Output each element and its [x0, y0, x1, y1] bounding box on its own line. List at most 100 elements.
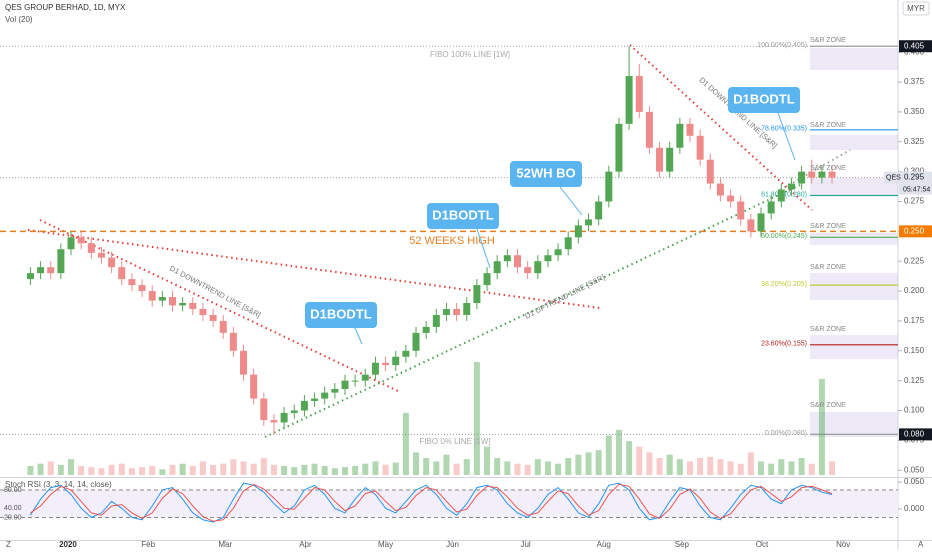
zone-label: S&R ZONE — [810, 223, 846, 230]
candle-body — [564, 237, 572, 250]
zone-label: S&R ZONE — [810, 264, 846, 271]
callout-box — [305, 302, 377, 328]
fib-label: 38.20%(0.205) — [761, 281, 807, 288]
currency-box[interactable] — [902, 1, 930, 16]
candle-body — [737, 201, 745, 220]
volume-bar — [585, 452, 592, 475]
callout-text: 52WH BO — [516, 165, 575, 180]
candle-body — [706, 159, 714, 184]
candle-body — [199, 308, 207, 315]
volume-bar — [798, 458, 805, 475]
candle-body — [696, 135, 704, 160]
volume-bar — [47, 461, 54, 475]
y-tick-label: 0.275 — [904, 197, 925, 206]
y-tick-label: 0.325 — [904, 137, 925, 146]
volume-bar — [575, 454, 582, 475]
volume-bar — [68, 459, 75, 475]
candle-body — [656, 147, 664, 172]
candle-body — [67, 237, 75, 250]
volume-bar — [818, 378, 825, 475]
volume-bar — [240, 461, 247, 475]
callout-text: D1BODTL — [733, 91, 794, 106]
trendlines — [27, 44, 851, 438]
volume-bar — [199, 461, 206, 475]
callout-box — [427, 203, 499, 229]
candle-body — [361, 374, 369, 381]
candle-body — [757, 213, 765, 232]
price-tag-label: 0.295 — [904, 173, 925, 182]
fib-label: 50.00%(0.245) — [761, 233, 807, 240]
volume-bar — [829, 461, 836, 475]
candle-body — [300, 400, 308, 411]
callout-pointer — [559, 186, 583, 216]
candle-body — [828, 171, 836, 178]
volume-bar — [646, 452, 653, 475]
candle-body — [544, 255, 552, 262]
callout-text: D1BODTL — [432, 207, 493, 222]
candle-body — [158, 297, 166, 301]
y-tick-label: 0.175 — [904, 316, 925, 325]
volume-bar — [281, 465, 288, 475]
stoch-tick-label: 80.00 — [4, 487, 22, 494]
volume-bar — [768, 463, 775, 475]
candle-body — [341, 380, 349, 390]
volume-bar — [57, 464, 64, 475]
callout: 52WH BO — [510, 161, 583, 216]
downtrend-line — [629, 44, 813, 211]
candle-body — [37, 267, 45, 274]
callout-pointer — [476, 228, 491, 269]
candle-body — [179, 303, 187, 306]
candle-body — [351, 380, 359, 382]
candle-body — [311, 398, 319, 401]
volume-bar — [179, 463, 186, 475]
candle-body — [442, 308, 450, 315]
volume-bar — [463, 459, 470, 475]
x-tick-label: Feb — [141, 540, 155, 549]
volume-bar — [676, 459, 683, 475]
x-tick-label: Jun — [446, 540, 459, 549]
candle-body — [402, 350, 410, 357]
candle-body — [138, 285, 146, 292]
x-tick-label: 2020 — [59, 540, 77, 549]
price-tag — [899, 171, 932, 184]
volume-bar — [210, 464, 217, 475]
price-tag — [899, 225, 932, 238]
volume-bar — [311, 463, 318, 475]
volume-bar — [98, 468, 105, 475]
candle-body — [625, 76, 633, 124]
zone — [810, 412, 898, 437]
volume-bar — [565, 458, 572, 475]
callout-text: D1BODTL — [310, 306, 371, 321]
stoch-label: Stoch RSI (3, 3, 14, 14, close) — [5, 480, 112, 489]
stoch-tick-label: 20.00 — [4, 514, 22, 521]
volume-bar — [626, 441, 633, 475]
extension-line — [779, 149, 851, 191]
volume-bar — [128, 468, 135, 475]
x-tick-label: Oct — [756, 540, 769, 549]
symbol-label: QES — [886, 174, 901, 181]
volume-bar — [453, 463, 460, 475]
volume-bar — [362, 463, 369, 475]
zone-label: S&R ZONE — [810, 402, 846, 409]
x-tick-label: Sep — [675, 540, 690, 549]
zoom-button[interactable]: Z — [6, 540, 11, 549]
volume-bar — [737, 463, 744, 475]
candle-body — [290, 410, 298, 413]
candle-body — [371, 362, 379, 375]
volume-bar — [78, 465, 85, 475]
price-tag-label: 0.405 — [904, 41, 925, 50]
stoch-tick-label: 40.00 — [4, 505, 22, 512]
zone — [810, 233, 898, 245]
fib-label: 23.60%(0.155) — [761, 341, 807, 348]
candle-body — [585, 219, 593, 226]
countdown: 05:47:54 — [903, 186, 930, 193]
x-tick-label: May — [378, 540, 393, 549]
volume-bar — [149, 465, 156, 475]
candle-body — [615, 123, 623, 172]
volume-bar — [524, 464, 531, 475]
fib-label: 0.00%(0.080) — [765, 430, 807, 437]
auto-scale-button[interactable]: A — [918, 540, 924, 549]
y-tick-label: 0.150 — [904, 346, 925, 355]
